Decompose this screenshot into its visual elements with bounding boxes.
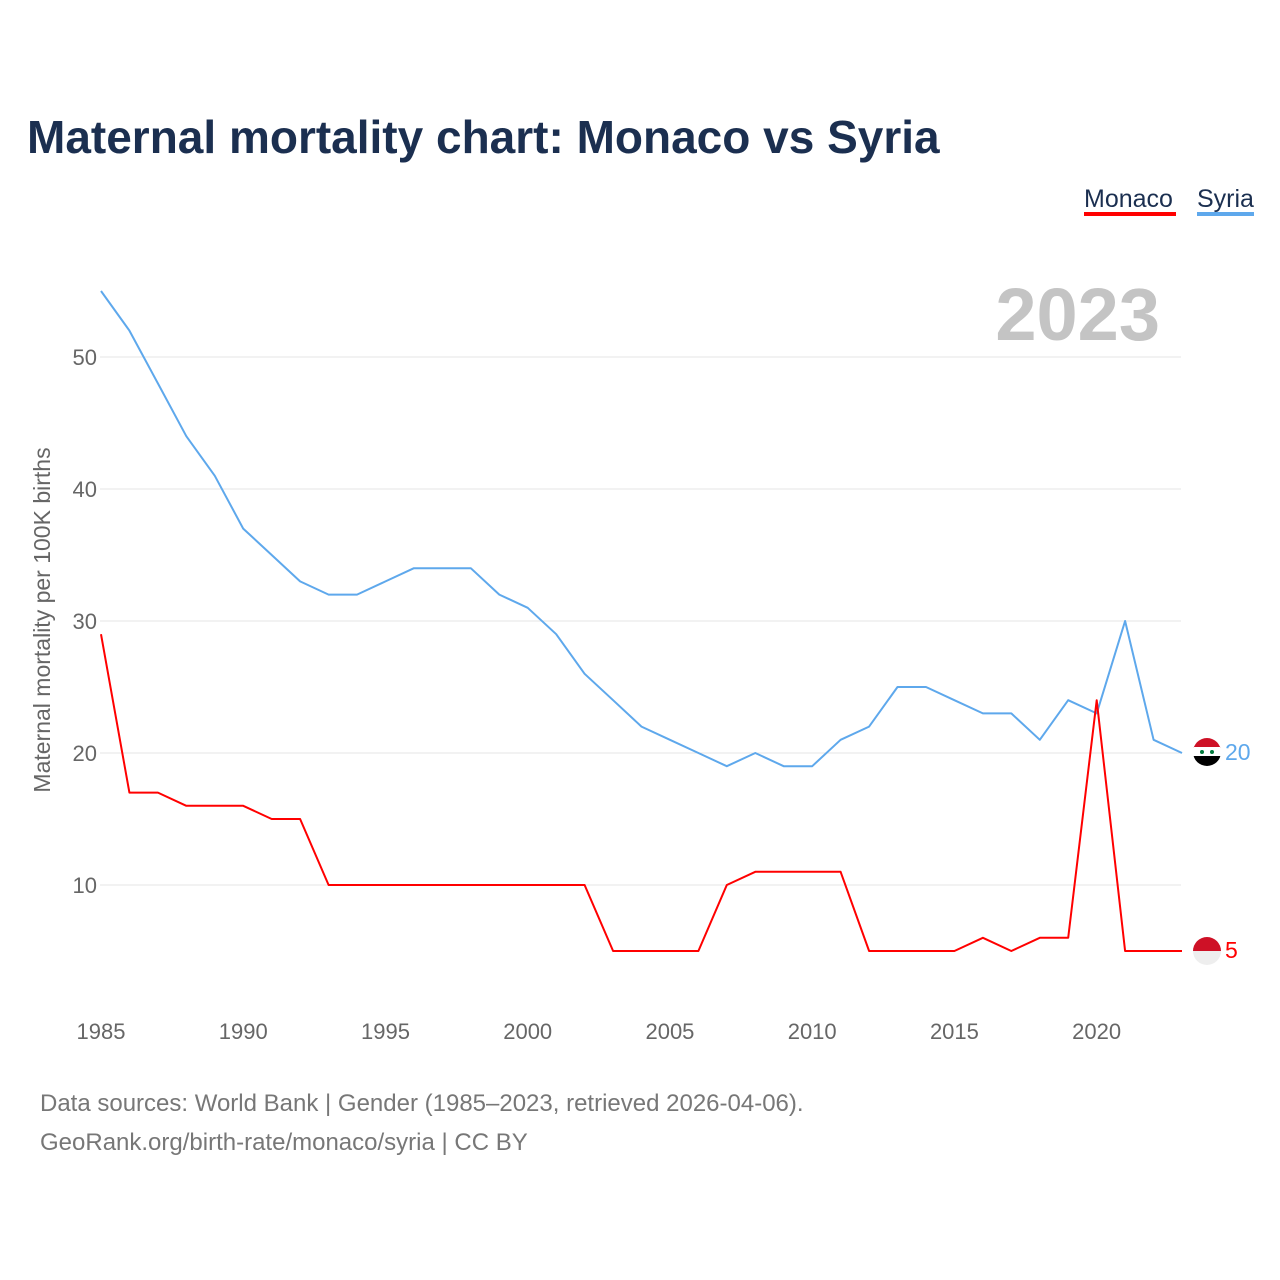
legend: Monaco Syria xyxy=(1084,185,1254,216)
x-ticks: 1985 1990 1995 2000 2005 2010 2015 2020 xyxy=(77,1019,1122,1044)
syria-flag-icon xyxy=(1193,738,1221,766)
legend-monaco[interactable]: Monaco xyxy=(1084,185,1173,213)
x-tick-label: 1985 xyxy=(77,1019,126,1044)
legend-syria-swatch xyxy=(1197,212,1254,216)
y-ticks: 10 20 30 40 50 xyxy=(73,345,97,898)
y-tick-label: 30 xyxy=(73,609,97,634)
x-tick-label: 2005 xyxy=(645,1019,694,1044)
legend-syria[interactable]: Syria xyxy=(1197,185,1254,213)
chart-title: Maternal mortality chart: Monaco vs Syri… xyxy=(27,111,940,163)
monaco-end-marker: 5 xyxy=(1193,937,1238,965)
monaco-end-value: 5 xyxy=(1225,937,1238,963)
footer-sources: Data sources: World Bank | Gender (1985–… xyxy=(40,1090,804,1117)
x-tick-label: 1990 xyxy=(219,1019,268,1044)
gridlines xyxy=(100,356,1181,886)
monaco-flag-icon xyxy=(1193,937,1221,965)
footer-credit[interactable]: GeoRank.org/birth-rate/monaco/syria | CC… xyxy=(40,1129,528,1156)
x-tick-label: 2015 xyxy=(930,1019,979,1044)
x-tick-label: 2000 xyxy=(503,1019,552,1044)
y-tick-label: 10 xyxy=(73,873,97,898)
syria-end-value: 20 xyxy=(1225,739,1251,765)
x-tick-label: 2020 xyxy=(1072,1019,1121,1044)
series-line-syria xyxy=(100,290,1183,768)
x-tick-label: 1995 xyxy=(361,1019,410,1044)
series-line-monaco xyxy=(100,634,1182,952)
y-tick-label: 20 xyxy=(73,741,97,766)
y-axis-label: Maternal mortality per 100K births xyxy=(29,447,55,792)
x-tick-label: 2010 xyxy=(788,1019,837,1044)
legend-monaco-swatch xyxy=(1084,212,1176,216)
current-year-label: 2023 xyxy=(995,273,1160,356)
series-lines xyxy=(100,290,1183,952)
y-tick-label: 50 xyxy=(73,345,97,370)
y-tick-label: 40 xyxy=(73,477,97,502)
syria-end-marker: 20 xyxy=(1193,738,1251,766)
